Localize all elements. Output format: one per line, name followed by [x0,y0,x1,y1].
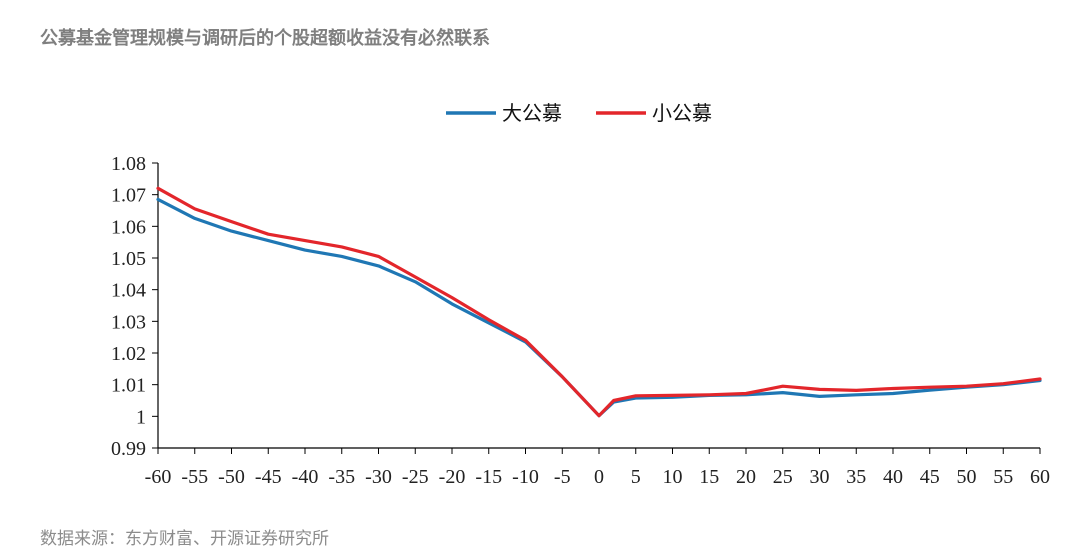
series-line-small-fund [156,186,1042,418]
y-tick-label: 1.04 [111,280,146,302]
y-tick-label: 1.03 [111,311,146,333]
y-tick-label: 1.07 [111,185,146,207]
x-tick-label: -40 [292,466,319,488]
legend-label: 大公募 [502,101,562,125]
y-tick-label: 1.01 [111,375,146,397]
x-tick-label: 30 [810,466,830,488]
x-tick-label: 0 [594,466,604,488]
x-tick-label: -35 [328,466,355,488]
x-ticks: -60 -55 -50 -45 -40 -35 -30 -25 -20 -15 -10 -5 0 5 10 1… [145,448,1050,488]
axes [157,163,1040,449]
x-tick-label: -10 [512,466,539,488]
x-tick-label: -20 [439,466,466,488]
series-line-big-fund [156,197,1042,418]
x-tick-label: 35 [846,466,866,488]
legend: 大公募 小公募 [446,101,712,125]
y-tick-label: 1.05 [111,248,146,270]
x-tick-label: -55 [181,466,208,488]
page-title: 公募基金管理规模与调研后的个股超额收益没有必然联系 [40,28,490,49]
x-tick-label: 5 [631,466,641,488]
y-tick-label: 1.02 [111,343,146,365]
x-tick-label: -25 [402,466,429,488]
x-tick-label: -5 [554,466,571,488]
x-tick-label: 60 [1030,466,1050,488]
y-tick-label: 1 [136,406,146,428]
x-tick-label: 55 [993,466,1013,488]
x-tick-label: 40 [883,466,903,488]
y-tick-label: 0.99 [111,438,146,460]
y-ticks: 0.99 1 1.01 1.02 1.03 1.04 1.05 1.06 1.07 1.08 [111,153,158,460]
data-source-note: 数据来源：东方财富、开源证券研究所 [40,529,329,549]
x-tick-label: -30 [365,466,392,488]
x-tick-label: -50 [218,466,245,488]
series-lines [156,186,1042,418]
x-tick-label: 50 [957,466,977,488]
x-tick-label: 20 [736,466,756,488]
x-tick-label: -60 [145,466,172,488]
x-tick-label: 10 [663,466,683,488]
x-tick-label: 15 [699,466,719,488]
y-tick-label: 1.08 [111,153,146,175]
x-tick-label: 25 [773,466,793,488]
y-tick-label: 1.06 [111,216,146,238]
x-tick-label: 45 [920,466,940,488]
legend-label: 小公募 [652,101,712,125]
x-tick-label: -15 [475,466,502,488]
x-tick-label: -45 [255,466,282,488]
